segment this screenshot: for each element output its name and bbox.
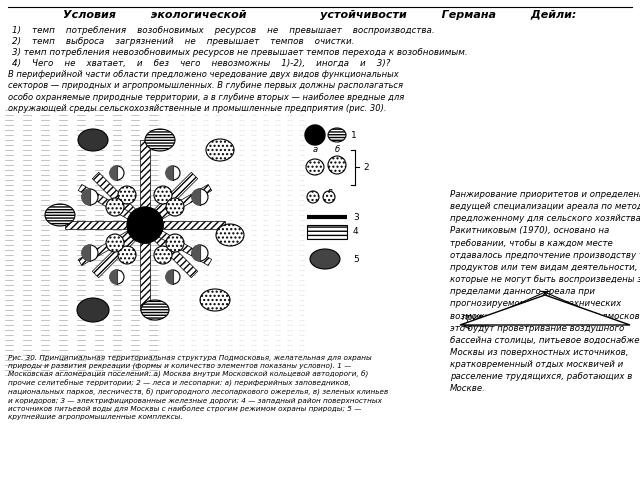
Text: В периферийной части области предложено чередование двух видов функциональных
се: В периферийной части области предложено … <box>8 70 404 113</box>
Polygon shape <box>92 235 136 277</box>
Circle shape <box>305 125 325 145</box>
Polygon shape <box>163 221 225 229</box>
Circle shape <box>154 246 172 264</box>
Polygon shape <box>460 295 630 325</box>
Circle shape <box>328 156 346 174</box>
Ellipse shape <box>216 224 244 246</box>
Polygon shape <box>140 140 150 207</box>
Ellipse shape <box>77 298 109 322</box>
Text: а: а <box>312 145 317 155</box>
Circle shape <box>166 166 180 180</box>
Text: 5: 5 <box>353 254 359 264</box>
Polygon shape <box>166 270 173 284</box>
Text: 2)    темп    выброса    загрязнений    не    превышает    темпов    очистки.: 2) темп выброса загрязнений не превышает… <box>12 37 355 46</box>
Ellipse shape <box>323 191 335 203</box>
Ellipse shape <box>310 249 340 269</box>
Text: б: б <box>335 145 340 155</box>
Text: 3) темп потребления невозобновимых ресурсов не превышает темпов перехода к возоб: 3) темп потребления невозобновимых ресур… <box>12 48 468 57</box>
Circle shape <box>166 270 180 284</box>
Circle shape <box>166 198 184 216</box>
Ellipse shape <box>45 204 75 226</box>
Polygon shape <box>159 184 212 219</box>
Polygon shape <box>159 231 212 265</box>
Polygon shape <box>140 243 150 310</box>
Ellipse shape <box>78 129 108 151</box>
Text: 1)    темп    потребления    возобновимых    ресурсов    не    превышает    восп: 1) темп потребления возобновимых ресурсо… <box>12 26 435 35</box>
Circle shape <box>82 245 98 261</box>
Text: Рис. 30. Принципиальная территориальная структура Подмосковья, желательная для о: Рис. 30. Принципиальная территориальная … <box>8 355 388 420</box>
Polygon shape <box>78 231 131 265</box>
Circle shape <box>127 207 163 243</box>
Polygon shape <box>82 189 90 205</box>
Text: Ранжирование приоритетов и определение
ведущей специализации ареала по методу,
п: Ранжирование приоритетов и определение в… <box>450 190 640 394</box>
Polygon shape <box>110 166 117 180</box>
Circle shape <box>192 189 208 205</box>
Polygon shape <box>110 270 117 284</box>
Text: 1: 1 <box>351 131 356 140</box>
Circle shape <box>110 270 124 284</box>
Text: природа: природа <box>462 313 502 322</box>
Polygon shape <box>166 166 173 180</box>
Text: в: в <box>328 187 332 196</box>
Ellipse shape <box>206 139 234 161</box>
Polygon shape <box>65 221 127 229</box>
Polygon shape <box>154 235 198 277</box>
Circle shape <box>118 186 136 204</box>
Bar <box>307 225 347 239</box>
Text: 2: 2 <box>363 163 369 171</box>
Ellipse shape <box>200 289 230 311</box>
Polygon shape <box>154 172 198 216</box>
Circle shape <box>166 234 184 252</box>
Text: 4)    Чего    не    хватает,    и    без    чего    невозможны    1)-2),    иног: 4) Чего не хватает, и без чего невозможн… <box>12 59 390 68</box>
Polygon shape <box>92 172 136 216</box>
Ellipse shape <box>307 191 319 203</box>
Polygon shape <box>82 245 90 261</box>
Circle shape <box>154 186 172 204</box>
Text: 3: 3 <box>353 213 359 221</box>
Circle shape <box>106 234 124 252</box>
Circle shape <box>192 245 208 261</box>
Polygon shape <box>78 184 131 219</box>
Polygon shape <box>192 245 200 261</box>
Polygon shape <box>192 189 200 205</box>
Circle shape <box>82 189 98 205</box>
Text: 4: 4 <box>353 228 358 237</box>
Ellipse shape <box>145 129 175 151</box>
Text: Условия         экологической                   устойчивости         Германа    : Условия экологической устойчивости Герма… <box>63 10 577 20</box>
Circle shape <box>106 198 124 216</box>
Ellipse shape <box>141 300 169 320</box>
Ellipse shape <box>328 128 346 142</box>
Ellipse shape <box>306 159 324 175</box>
Circle shape <box>110 166 124 180</box>
Circle shape <box>118 246 136 264</box>
